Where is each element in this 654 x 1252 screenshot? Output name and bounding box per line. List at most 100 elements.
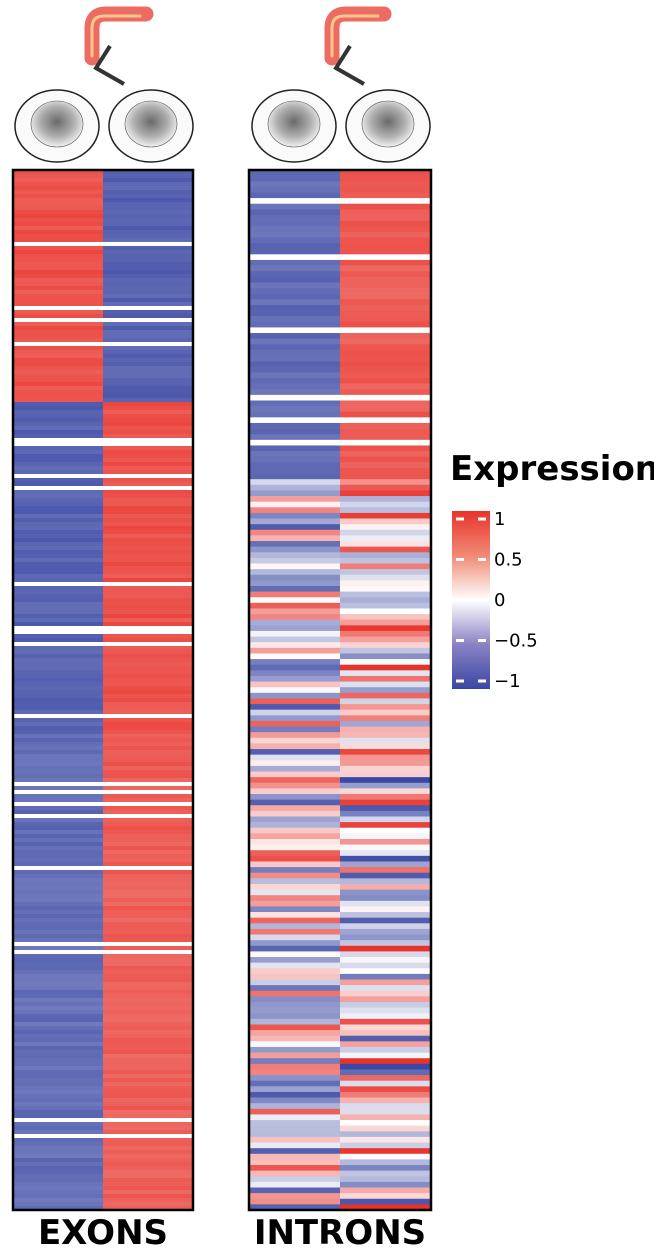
- heatmap-cell: [340, 541, 432, 547]
- heatmap-cell: [340, 428, 432, 435]
- heatmap-cell: [103, 258, 194, 263]
- heatmap-cell: [103, 658, 194, 663]
- heatmap-cell: [340, 484, 432, 491]
- pipette-icon: [324, 6, 392, 86]
- heatmap-cell: [340, 321, 432, 328]
- heatmap-cell: [13, 1178, 104, 1183]
- heatmap-cell: [103, 950, 194, 955]
- heatmap-cell: [249, 344, 341, 351]
- heatmap-cell: [13, 974, 104, 979]
- heatmap-cell: [13, 1074, 104, 1079]
- heatmap-cell: [13, 1202, 104, 1207]
- heatmap-cell: [13, 422, 104, 427]
- heatmap-cell: [13, 1042, 104, 1047]
- heatmap-cell: [13, 582, 104, 587]
- heatmap-cell: [340, 844, 432, 851]
- heatmap-cell: [103, 226, 194, 231]
- heatmap-cell: [103, 882, 194, 887]
- heatmap-cell: [249, 912, 341, 918]
- heatmap-cell: [103, 378, 194, 383]
- heatmap-cell: [103, 1050, 194, 1055]
- heatmap-cell: [103, 730, 194, 735]
- heatmap-cell: [13, 378, 104, 383]
- heatmap-cell: [103, 570, 194, 575]
- heatmap-cell: [249, 1159, 341, 1166]
- heatmap-cell: [13, 542, 104, 547]
- heatmap-cell: [103, 946, 194, 951]
- heatmap-cell: [249, 636, 341, 643]
- heatmap-cell: [13, 470, 104, 475]
- heatmap-cell: [340, 316, 432, 323]
- heatmap-cell: [13, 806, 104, 811]
- heatmap-cell: [103, 586, 194, 591]
- heatmap-cell: [249, 895, 341, 902]
- heatmap-cell: [103, 1082, 194, 1087]
- heatmap-cell: [249, 490, 341, 497]
- heatmap-cell: [103, 1018, 194, 1023]
- heatmap-cell: [103, 262, 194, 267]
- heatmap-cell: [103, 370, 194, 375]
- heatmap-cell: [103, 1126, 194, 1131]
- heatmap-cell: [13, 1182, 104, 1187]
- heatmap-cell: [103, 958, 194, 963]
- heatmap-cell: [340, 838, 432, 845]
- heatmap-cell: [340, 276, 432, 283]
- heatmap-cell: [13, 510, 104, 515]
- heatmap-cell: [13, 398, 104, 403]
- heatmap-cell: [249, 1030, 341, 1037]
- heatmap-cell: [13, 714, 104, 719]
- heatmap-cell: [13, 678, 104, 683]
- heatmap-cell: [249, 726, 341, 733]
- exons-label: EXONS: [38, 1213, 168, 1252]
- heatmap-cell: [249, 389, 341, 396]
- heatmap-cell: [340, 659, 432, 665]
- heatmap-cell: [103, 878, 194, 883]
- heatmap-cell: [340, 760, 432, 767]
- heatmap-cell: [249, 473, 341, 480]
- heatmap-cell: [340, 1181, 432, 1188]
- heatmap-cell: [13, 1102, 104, 1107]
- heatmap-cell: [340, 338, 432, 345]
- heatmap-cell: [249, 231, 341, 238]
- heatmap-cell: [249, 1181, 341, 1188]
- heatmap-cell: [13, 958, 104, 963]
- heatmap-cell: [13, 1146, 104, 1151]
- heatmap-cell: [103, 970, 194, 975]
- heatmap-cell: [340, 861, 432, 868]
- heatmap-cell: [13, 690, 104, 695]
- heatmap-cell: [340, 889, 432, 896]
- heatmap-cell: [340, 917, 432, 924]
- heatmap-cell: [103, 266, 194, 271]
- heatmap-cell: [103, 502, 194, 507]
- heatmap-cell: [13, 814, 104, 819]
- heatmap-cell: [103, 874, 194, 879]
- heatmap-cell: [249, 501, 341, 508]
- heatmap-cell: [103, 802, 194, 807]
- heatmap-cell: [340, 698, 432, 705]
- heatmap-cell: [249, 316, 341, 323]
- heatmap-cell: [13, 194, 104, 199]
- heatmap-cell: [103, 1086, 194, 1091]
- heatmap-cell: [249, 681, 341, 688]
- heatmap-cell: [103, 550, 194, 555]
- heatmap-cell: [249, 979, 341, 986]
- heatmap-cell: [13, 1034, 104, 1039]
- heatmap-cell: [103, 274, 194, 279]
- heatmap-cell: [340, 1052, 432, 1059]
- heatmap-cell: [340, 248, 432, 255]
- heatmap-cell: [13, 394, 104, 399]
- heatmap-cell: [103, 470, 194, 475]
- heatmap-cell: [103, 966, 194, 971]
- heatmap-cell: [13, 190, 104, 195]
- heatmap-cell: [103, 1202, 194, 1207]
- heatmap-cell: [103, 178, 194, 183]
- heatmap-cell: [103, 346, 194, 351]
- heatmap-cell: [340, 1069, 432, 1076]
- heatmap-cell: [103, 174, 194, 179]
- heatmap-cell: [13, 210, 104, 215]
- heatmap-cell: [103, 514, 194, 519]
- heatmap-cell: [13, 794, 104, 799]
- heatmap-cell: [103, 1042, 194, 1047]
- heatmap-cell: [103, 826, 194, 831]
- heatmap-cell: [340, 625, 432, 632]
